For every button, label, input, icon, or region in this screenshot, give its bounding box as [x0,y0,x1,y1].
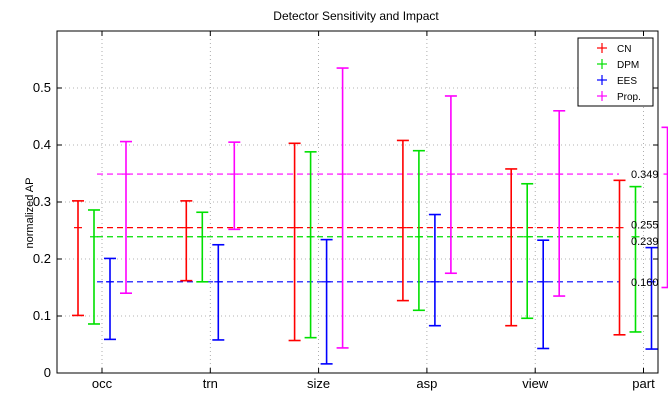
x-tick-label-asp: asp [416,376,437,391]
errorbar-dpm-asp [412,149,425,312]
errorbar-dpm-size [304,151,317,339]
y-axis-label: normalized AP [24,178,36,249]
errorbar-ees-part [645,246,658,350]
errorbar-cn-part [613,179,626,336]
legend-entry-ees: EES [597,75,637,87]
errorbar-cn-view [505,168,518,327]
legend: CN DPM EES Prop. [577,37,654,107]
errorbar-cn-trn [180,200,193,282]
reference-label-ees: 0.160 [631,277,659,289]
reference-lines [97,173,619,283]
errorbar-cn-size [288,142,301,342]
chart-title: Detector Sensitivity and Impact [273,9,439,23]
y-tick-label: 0.2 [33,251,51,266]
y-tick-label: 0.4 [33,137,51,152]
reference-label-cn: 0.255 [631,220,659,232]
x-tick-label-trn: trn [203,376,218,391]
y-tick-label: 0.3 [33,194,51,209]
y-tick-label: 0 [44,365,51,380]
errorbar-dpm-occ [88,209,100,325]
legend-label-prop: Prop. [617,92,641,103]
errorbar-ees-size [320,238,333,365]
errorbar-cn-occ [72,200,84,317]
errorbar-dpm-view [521,182,534,320]
reference-label-dpm: 0.239 [631,236,659,248]
legend-label-ees: EES [617,76,637,87]
legend-box [577,37,654,107]
errorbar-prop-view [553,110,566,297]
x-axis-ticks: occ trn size asp view part [92,31,655,391]
y-axis-ticks: 0 0.1 0.2 0.3 0.4 0.5 [33,80,658,380]
errorbar-prop-size [336,67,349,349]
errorbar-prop-occ [120,140,132,295]
legend-label-dpm: DPM [617,60,639,71]
reference-labels: 0.255 0.239 0.160 0.349 [631,169,659,289]
errorbar-ees-view [537,239,550,350]
errorbar-ees-trn [212,243,225,341]
x-tick-label-occ: occ [92,376,113,391]
reference-label-prop: 0.349 [631,169,659,181]
errorbar-ees-asp [428,213,441,327]
legend-entry-dpm: DPM [597,59,639,71]
errorbar-dpm-trn [196,211,209,283]
errorbar-ees-occ [104,257,116,341]
legend-label-cn: CN [617,44,631,55]
x-tick-label-view: view [522,376,549,391]
legend-entry-cn: CN [597,43,631,55]
y-tick-label: 0.1 [33,308,51,323]
errorbar-prop-trn [228,141,241,231]
errorbar-dpm-part [629,185,642,333]
errorbar-cn-asp [396,139,409,302]
legend-entry-prop: Prop. [597,91,641,103]
x-tick-label-part: part [632,376,655,391]
errorbar-prop-asp [444,95,457,275]
y-tick-label: 0.5 [33,80,51,95]
x-tick-label-size: size [307,376,330,391]
